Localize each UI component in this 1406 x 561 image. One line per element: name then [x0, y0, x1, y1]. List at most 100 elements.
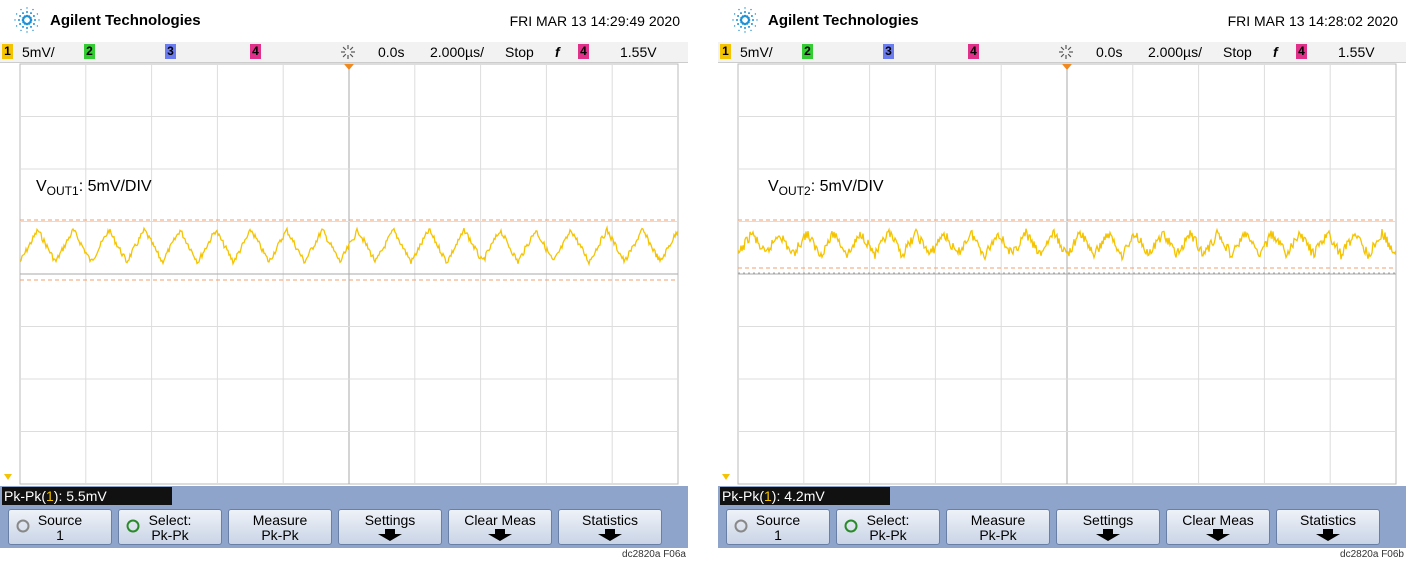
arrow [598, 529, 622, 541]
logo-dot [26, 31, 28, 33]
arrow [378, 529, 402, 541]
logo-dot [21, 18, 25, 22]
logo-dot [738, 8, 740, 11]
logo-dot [26, 11, 28, 13]
logo-dot [744, 7, 746, 9]
trigger-marker [344, 64, 354, 70]
softkey-line2: Pk-Pk [979, 527, 1017, 543]
rotate-icon [16, 519, 30, 533]
channel-badge: 4 [578, 44, 589, 59]
softkey[interactable]: Statistics [558, 509, 662, 545]
softkey-line1: Select: [866, 512, 910, 528]
waveform [19, 225, 679, 267]
status-slope: f [1273, 44, 1278, 60]
measurement-channel: 1 [764, 488, 772, 504]
ray [342, 53, 347, 58]
logo-dot [22, 25, 24, 28]
logo-dot [750, 29, 752, 32]
logo-dot [18, 19, 20, 21]
rotate-ring [126, 519, 140, 533]
logo-dot [19, 23, 22, 25]
channel-badge: 1 [720, 44, 731, 59]
logo-dot [736, 19, 738, 21]
ground-marker [722, 474, 730, 480]
logo-dot [752, 19, 754, 21]
figure-label: dc2820a F06a [622, 549, 686, 560]
softkey[interactable]: Clear Meas [1166, 509, 1270, 545]
ground-marker [4, 474, 12, 480]
logo-dot [27, 22, 31, 25]
softkey[interactable]: Measure Pk-Pk [946, 509, 1050, 545]
softkey-bar: Source 1 Select: Pk-Pk Measure Pk-Pk Settings C… [0, 506, 688, 548]
logo-dot [750, 8, 752, 11]
rotate-ring [844, 519, 858, 533]
softkey-line1: Measure [970, 512, 1026, 528]
logo-dot [733, 25, 736, 27]
softkey-line2: 1 [56, 527, 64, 543]
ray [1060, 53, 1065, 58]
logo-dot [26, 27, 28, 29]
softkey-line2: Pk-Pk [151, 527, 189, 543]
logo-dot [745, 22, 749, 25]
logo-dot [756, 19, 758, 21]
softkey-line1: Statistics [581, 512, 638, 528]
softkey-line2: Pk-Pk [261, 527, 299, 543]
softkey[interactable]: Select: Pk-Pk [118, 509, 222, 545]
status-scale: 5mV/ [740, 44, 773, 60]
logo-dot [36, 13, 39, 15]
arrow-icon [488, 529, 512, 541]
status-run: Stop [505, 44, 534, 60]
logo-dot [744, 31, 746, 33]
logo-dot [754, 13, 757, 15]
softkey[interactable]: Measure Pk-Pk [228, 509, 332, 545]
logo-dot [30, 12, 32, 15]
arrow [1206, 529, 1230, 541]
logo-dot [38, 19, 40, 21]
logo-dot [737, 23, 740, 25]
softkey[interactable]: Source 1 [8, 509, 112, 545]
logo-dot [36, 25, 39, 27]
status-trig-level: 1.55V [1338, 44, 1375, 60]
softkey-line1: Clear Meas [1182, 512, 1254, 528]
status-slope: f [555, 44, 560, 60]
softkey[interactable]: Select: Pk-Pk [836, 509, 940, 545]
channel-badge: 2 [802, 44, 813, 59]
logo-dot [30, 25, 32, 28]
softkey[interactable]: Clear Meas [448, 509, 552, 545]
measurement: Pk-Pk(1): 5.5mV [2, 487, 172, 505]
annotation-rest: : 5mV/DIV [810, 178, 884, 195]
softkey-line1: Settings [1082, 512, 1134, 528]
measurement-name: Pk-Pk( [722, 488, 764, 504]
softkey[interactable]: Source 1 [726, 509, 830, 545]
softkey[interactable]: Settings [1056, 509, 1160, 545]
logo-dot [29, 16, 32, 20]
datetime: FRI MAR 13 14:29:49 2020 [509, 13, 680, 29]
status-bar: 1 5mV/2 3 4 0.0s 2.000µs/Stop f 4 1.55V [0, 42, 688, 63]
logo-dot [740, 20, 743, 24]
channel-badge: 3 [165, 44, 176, 59]
logo-dot [744, 27, 746, 29]
status-bar: 1 5mV/2 3 4 0.0s 2.000µs/Stop f 4 1.55V [718, 42, 1406, 63]
logo-dot [737, 15, 740, 17]
arrow-icon [598, 529, 622, 541]
measurement: Pk-Pk(1): 4.2mV [720, 487, 890, 505]
logo-dot [32, 23, 35, 25]
logo-dot [733, 13, 736, 15]
softkey[interactable]: Settings [338, 509, 442, 545]
status-timebase: 2.000µs/ [430, 44, 484, 60]
annotation: VOUT2: 5mV/DIV [768, 178, 884, 198]
softkey[interactable]: Statistics [1276, 509, 1380, 545]
logo-dot [743, 22, 747, 26]
logo [732, 7, 758, 33]
status-delay: 0.0s [378, 44, 405, 60]
logo-dot [34, 19, 36, 21]
logo-dot [32, 29, 34, 32]
measurement-name: Pk-Pk( [4, 488, 46, 504]
arrow-icon [378, 529, 402, 541]
logo-dot [32, 8, 34, 11]
arrow [1096, 529, 1120, 541]
logo-dot [740, 25, 742, 28]
ray [1060, 46, 1065, 51]
arrow-icon [1316, 529, 1340, 541]
